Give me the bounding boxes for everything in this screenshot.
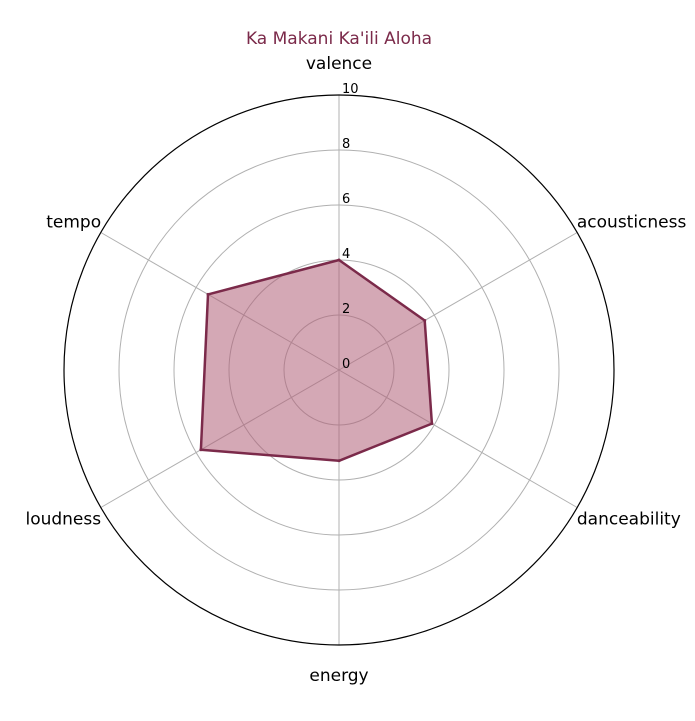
r-tick-label: 2	[342, 302, 350, 317]
data-point-loudness	[199, 448, 203, 452]
grid-ring	[118, 149, 560, 591]
r-tick-label: 4	[342, 247, 350, 262]
r-tick-label: 10	[342, 82, 359, 97]
data-point-tempo	[206, 292, 210, 296]
series-layer	[199, 258, 434, 463]
axis-labels: valence acousticness danceability energy lou…	[25, 54, 686, 686]
radial-ticks: 0 2 4 6 8 10	[342, 82, 359, 372]
r-tick-label: 0	[342, 357, 350, 372]
axis-label-tempo: tempo	[46, 213, 101, 233]
axis-label-acousticness: acousticness	[577, 213, 687, 233]
series-area	[200, 260, 432, 461]
axis-label-loudness: loudness	[25, 510, 101, 530]
data-point-valence	[337, 258, 341, 262]
axis-label-energy: energy	[309, 666, 368, 686]
chart-title: Ka Makani Ka'ili Aloha	[246, 29, 432, 49]
r-tick-label: 8	[342, 137, 350, 152]
data-point-acousticness	[423, 319, 427, 322]
axis-label-danceability: danceability	[577, 510, 681, 530]
data-point-energy	[337, 459, 341, 463]
grid-ring	[173, 204, 505, 536]
data-point-danceability	[430, 422, 434, 426]
axis-label-valence: valence	[306, 54, 372, 74]
outer-frame	[63, 94, 615, 646]
r-tick-label: 6	[342, 192, 350, 207]
